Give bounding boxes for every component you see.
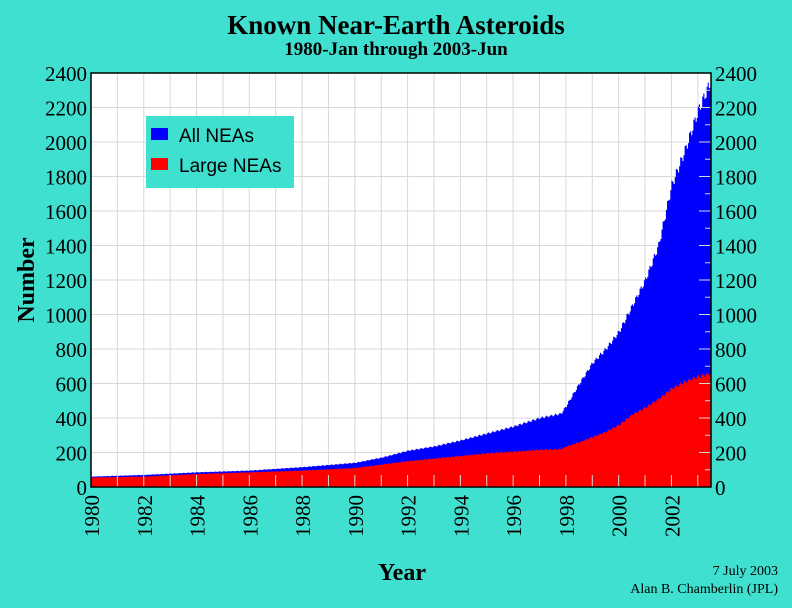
y-tick-label-right: 200 — [715, 442, 747, 466]
x-tick-label: 1984 — [186, 495, 210, 538]
y-tick-label-right: 1800 — [715, 166, 757, 190]
y-tick-label-left: 200 — [56, 442, 88, 466]
y-tick-label-left: 400 — [56, 407, 88, 431]
legend-swatch — [151, 158, 168, 170]
x-tick-label: 1982 — [133, 495, 157, 537]
credit-date: 7 July 2003 — [712, 564, 778, 579]
legend — [146, 116, 294, 188]
y-tick-label-right: 800 — [715, 338, 747, 362]
x-tick-label: 1986 — [238, 495, 262, 537]
y-tick-label-left: 1400 — [45, 235, 87, 259]
x-tick-label: 1998 — [555, 495, 579, 537]
x-tick-label: 1996 — [502, 495, 526, 537]
legend-label: All NEAs — [179, 126, 254, 147]
y-tick-label-left: 0 — [77, 476, 88, 500]
x-tick-label: 2000 — [608, 495, 632, 537]
chart-title: Known Near-Earth Asteroids — [227, 10, 565, 40]
y-tick-label-right: 600 — [715, 373, 747, 397]
credit: 7 July 2003 Alan B. Chamberlin (JPL) — [630, 563, 778, 599]
plot-border — [90, 72, 712, 488]
y-tick-label-right: 1600 — [715, 200, 757, 224]
y-tick-label-left: 1000 — [45, 304, 87, 328]
x-tick-label: 1980 — [80, 495, 104, 537]
y-tick-label-right: 0 — [715, 476, 726, 500]
y-axis-label: Number — [14, 237, 40, 323]
x-tick-label: 2002 — [660, 495, 684, 537]
y-tick-label-left: 800 — [56, 338, 88, 362]
y-tick-label-left: 600 — [56, 373, 88, 397]
x-axis-label: Year — [378, 560, 426, 586]
legend-label: Large NEAs — [179, 156, 281, 177]
y-tick-label-left: 2200 — [45, 97, 87, 121]
y-tick-label-left: 1600 — [45, 200, 87, 224]
y-tick-label-left: 1800 — [45, 166, 87, 190]
y-tick-label-right: 2000 — [715, 131, 757, 155]
x-tick-label: 1992 — [397, 495, 421, 537]
chart-subtitle: 1980-Jan through 2003-Jun — [284, 39, 508, 60]
y-tick-label-left: 2000 — [45, 131, 87, 155]
y-tick-label-left: 2400 — [45, 62, 87, 86]
y-tick-label-right: 1000 — [715, 304, 757, 328]
x-tick-label: 1988 — [291, 495, 315, 537]
y-tick-label-right: 1200 — [715, 269, 757, 293]
y-tick-label-left: 1200 — [45, 269, 87, 293]
x-tick-label: 1994 — [449, 495, 473, 538]
series-area-large-neas — [91, 372, 711, 487]
y-tick-label-right: 400 — [715, 407, 747, 431]
legend-swatch — [151, 128, 168, 140]
x-tick-label: 1990 — [344, 495, 368, 537]
y-tick-label-right: 1400 — [715, 235, 757, 259]
y-tick-label-right: 2400 — [715, 62, 757, 86]
y-tick-label-right: 2200 — [715, 97, 757, 121]
credit-author: Alan B. Chamberlin (JPL) — [630, 582, 778, 597]
